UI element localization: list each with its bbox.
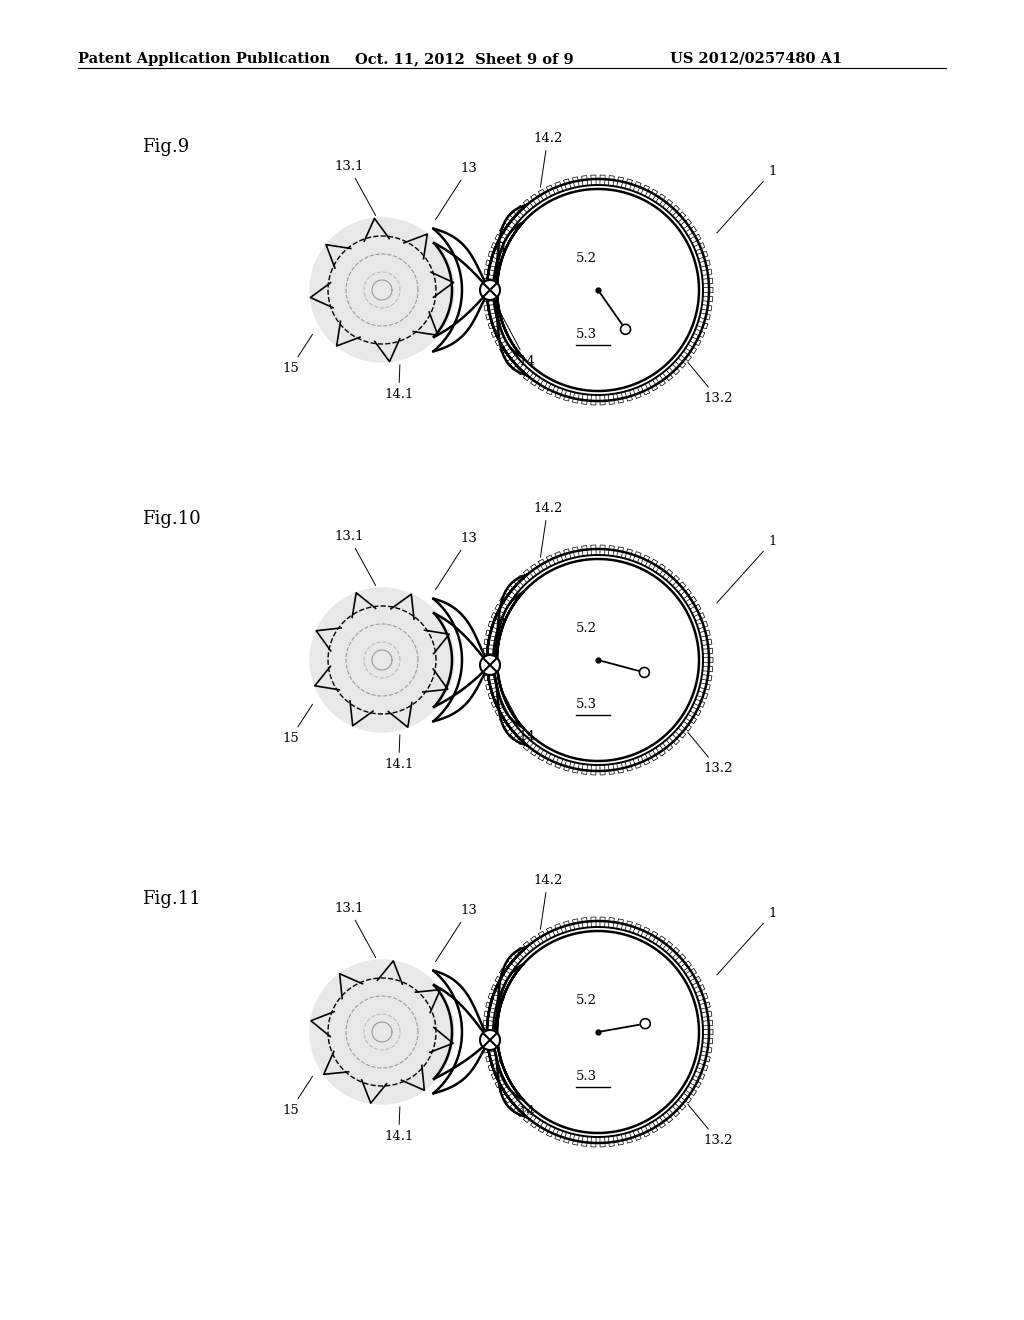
Text: US 2012/0257480 A1: US 2012/0257480 A1 — [670, 51, 843, 66]
Text: 0: 0 — [496, 242, 505, 255]
Text: 13.1: 13.1 — [334, 160, 376, 215]
Text: 13.2: 13.2 — [688, 362, 732, 405]
Text: 5.3: 5.3 — [575, 327, 597, 341]
Text: 13.1: 13.1 — [334, 531, 376, 586]
Text: 13.2: 13.2 — [688, 1104, 732, 1147]
Text: 15: 15 — [282, 1076, 312, 1117]
Circle shape — [480, 280, 500, 300]
Text: 14.1: 14.1 — [384, 735, 414, 771]
Text: 5.3: 5.3 — [575, 1071, 597, 1082]
Circle shape — [480, 655, 500, 675]
Text: Patent Application Publication: Patent Application Publication — [78, 51, 330, 66]
Text: 5.2: 5.2 — [575, 994, 597, 1007]
Text: 14.2: 14.2 — [534, 502, 562, 557]
Text: 14.2: 14.2 — [534, 874, 562, 929]
Text: Fig.10: Fig.10 — [142, 510, 201, 528]
Text: 5.2: 5.2 — [575, 622, 597, 635]
Text: 13.2: 13.2 — [688, 733, 732, 775]
Text: 14: 14 — [500, 310, 535, 368]
Circle shape — [640, 1019, 650, 1028]
Text: Fig.11: Fig.11 — [142, 890, 201, 908]
Circle shape — [480, 1030, 500, 1049]
Text: Oct. 11, 2012  Sheet 9 of 9: Oct. 11, 2012 Sheet 9 of 9 — [355, 51, 573, 66]
Text: 14.2: 14.2 — [534, 132, 562, 187]
Circle shape — [310, 587, 454, 733]
Circle shape — [493, 554, 703, 766]
Text: 15: 15 — [282, 334, 312, 375]
Text: 1: 1 — [717, 165, 776, 232]
Text: 14.1: 14.1 — [384, 364, 414, 401]
Text: 14: 14 — [500, 685, 535, 743]
Circle shape — [493, 185, 703, 395]
Text: Fig.9: Fig.9 — [142, 139, 189, 156]
Text: 13: 13 — [435, 162, 477, 219]
Text: 5.3: 5.3 — [575, 698, 597, 711]
Circle shape — [621, 325, 631, 334]
Text: 13: 13 — [435, 532, 477, 590]
Text: 14: 14 — [500, 1060, 535, 1118]
Circle shape — [493, 927, 703, 1137]
Text: 13.1: 13.1 — [334, 902, 376, 957]
Text: 14.1: 14.1 — [384, 1106, 414, 1143]
Circle shape — [310, 218, 454, 362]
Text: 1: 1 — [717, 535, 776, 603]
Text: 15: 15 — [282, 705, 312, 744]
Text: 0: 0 — [496, 616, 505, 630]
Text: 5.2: 5.2 — [575, 252, 597, 265]
Text: 1: 1 — [717, 907, 776, 975]
Circle shape — [639, 668, 649, 677]
Text: 0: 0 — [496, 993, 505, 1005]
Text: 13: 13 — [435, 904, 477, 962]
Circle shape — [310, 960, 454, 1104]
